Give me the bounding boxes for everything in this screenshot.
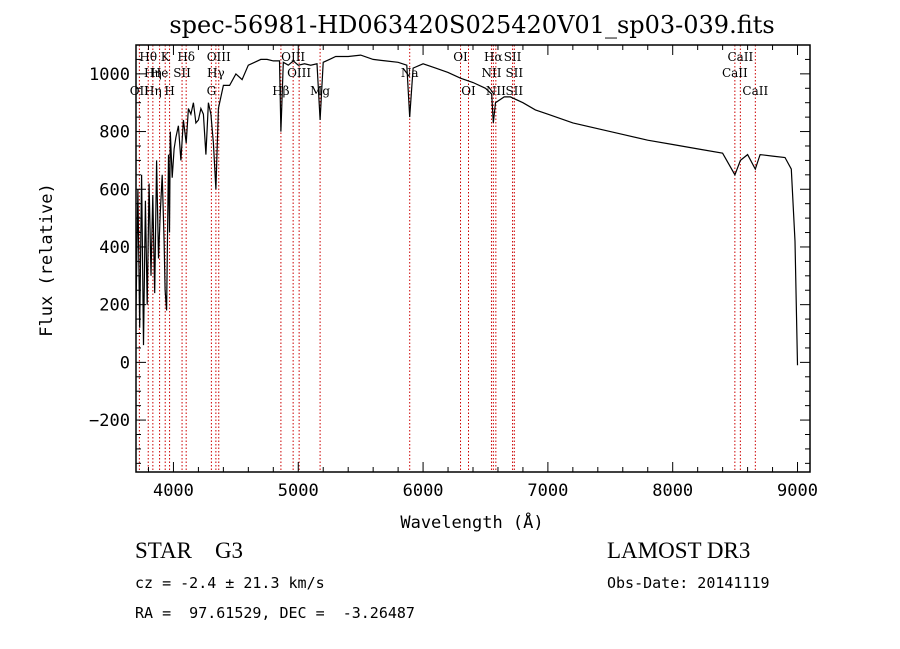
line-label: NII [481,66,501,80]
y-axis-label: Flux (relative) [37,183,57,337]
line-label: H [164,84,174,98]
line-label: CaII [722,66,748,80]
line-label: Mg [310,84,330,98]
line-label: Hγ [207,66,225,80]
y-tick-label: −200 [89,411,130,431]
redshift-text: cz = -2.4 ± 21.3 km/s [135,574,325,592]
line-label: Hα [484,50,503,64]
plot-frame [135,44,811,473]
line-label: CaII [727,50,753,64]
x-tick-label: 5000 [278,481,319,501]
line-label: OI [461,84,476,98]
x-tick-label: 9000 [777,481,818,501]
line-label: K [161,50,171,64]
line-label: OII [130,84,150,98]
spectrum-chart: spec-56981-HD063420S025420V01_sp03-039.f… [37,11,818,533]
line-label: CaII [742,84,768,98]
line-label: SII [505,84,523,98]
y-tick-label: 200 [99,296,130,316]
y-axis-ticks: −200 0 200 400 600 800 1000 [89,44,810,464]
x-tick-label: 8000 [652,481,693,501]
line-label: OIII [281,50,305,64]
x-tick-label: 7000 [527,481,568,501]
line-label: SII [173,66,191,80]
line-label: OI [453,50,468,64]
spectrum-line [135,54,799,366]
object-class: STAR G3 [135,538,244,563]
line-label: Hη [144,66,162,80]
y-tick-label: 1000 [89,65,130,85]
x-tick-label: 6000 [403,481,444,501]
y-tick-label: 0 [120,353,130,373]
y-tick-label: 400 [99,238,130,258]
line-label: G [207,84,217,98]
survey-name: LAMOST DR3 [607,538,751,563]
line-label: Hη [144,84,162,98]
line-label: Na [401,66,419,80]
line-label: Hδ [177,50,195,64]
line-label: NII [486,84,506,98]
coordinates: RA = 97.61529, DEC = -3.26487 [135,604,415,622]
x-tick-label: 4000 [153,481,194,501]
line-label: OIII [287,66,311,80]
y-tick-label: 600 [99,180,130,200]
line-label: He [151,66,169,80]
y-tick-label: 800 [99,123,130,143]
x-axis-label: Wavelength (Å) [400,511,543,533]
line-label: Hθ [139,50,157,64]
x-axis-ticks: 4000 5000 6000 7000 8000 9000 [147,45,818,501]
chart-title: spec-56981-HD063420S025420V01_sp03-039.f… [169,11,774,39]
line-label: Hβ [272,84,289,98]
spectral-line-markers [138,45,756,472]
line-label: OIII [207,50,231,64]
line-label: SII [504,50,522,64]
line-label: SII [505,66,523,80]
obs-date: Obs-Date: 20141119 [607,574,770,592]
